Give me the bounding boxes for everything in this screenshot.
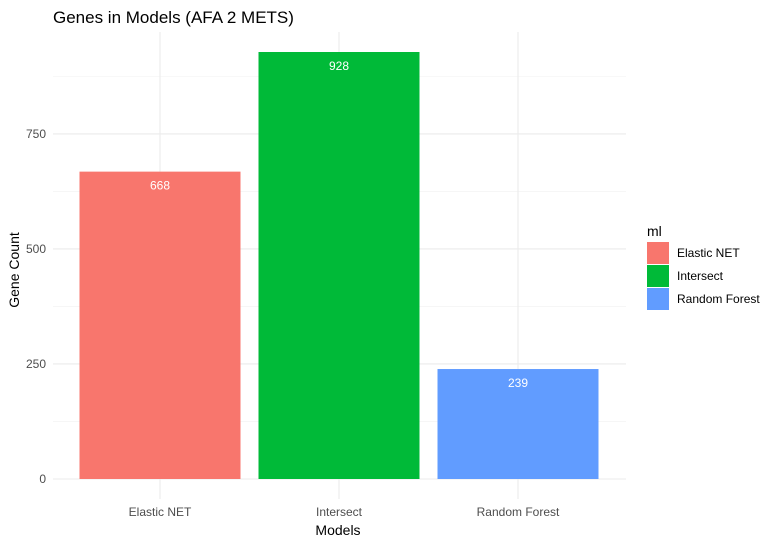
y-axis-ticks: 0 250 500 750 <box>26 127 46 486</box>
legend-swatch-intersect <box>647 265 669 287</box>
y-axis-title: Gene Count <box>6 232 22 308</box>
x-axis-ticks: Elastic NET Intersect Random Forest <box>129 505 560 519</box>
legend-swatch-random-forest <box>647 288 669 310</box>
bar-labels: 668 928 239 <box>150 59 528 390</box>
y-tick-label: 750 <box>26 127 46 141</box>
bar-random-forest <box>437 369 599 479</box>
bar-value-label-intersect: 928 <box>329 59 349 73</box>
x-axis-title: Models <box>315 522 360 538</box>
y-tick-label: 250 <box>26 357 46 371</box>
bars <box>79 52 599 480</box>
bar-value-label-random-forest: 239 <box>508 376 528 390</box>
y-tick-label: 0 <box>39 472 46 486</box>
chart-title: Genes in Models (AFA 2 METS) <box>53 8 294 27</box>
x-tick-label: Elastic NET <box>129 505 192 519</box>
bar-intersect <box>258 52 420 479</box>
bar-value-label-elastic-net: 668 <box>150 179 170 193</box>
legend-label-intersect: Intersect <box>677 269 724 283</box>
legend: ml Elastic NET Intersect Random Forest <box>647 223 760 310</box>
legend-label-random-forest: Random Forest <box>677 292 760 306</box>
legend-swatch-elastic-net <box>647 242 669 264</box>
x-tick-label: Random Forest <box>477 505 560 519</box>
legend-title: ml <box>647 223 662 239</box>
legend-label-elastic-net: Elastic NET <box>677 246 740 260</box>
y-tick-label: 500 <box>26 242 46 256</box>
x-tick-label: Intersect <box>316 505 363 519</box>
bar-elastic-net <box>79 171 241 480</box>
